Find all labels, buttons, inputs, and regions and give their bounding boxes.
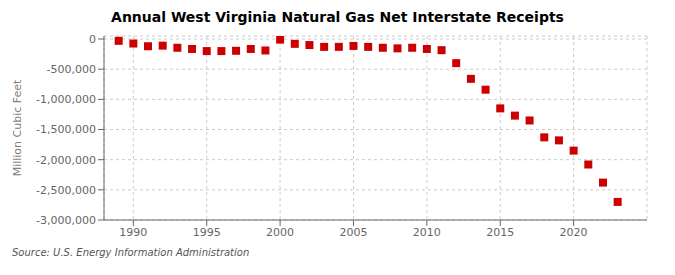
svg-text:-2,000,000: -2,000,000 — [36, 154, 96, 167]
svg-text:2020: 2020 — [560, 226, 588, 239]
svg-text:2015: 2015 — [486, 226, 514, 239]
svg-text:-3,000,000: -3,000,000 — [36, 214, 96, 227]
html-text:Annual West Virginia Natural G: Annual West Virginia Natural Gas Net Int… — [111, 9, 564, 25]
svg-text:1990: 1990 — [119, 226, 147, 239]
svg-text:-1,500,000: -1,500,000 — [36, 123, 96, 136]
svg-text:2005: 2005 — [339, 226, 367, 239]
svg-text:-2,500,000: -2,500,000 — [36, 184, 96, 197]
svg-text:0: 0 — [89, 33, 96, 46]
svg-text:-1,000,000: -1,000,000 — [36, 93, 96, 106]
svg-text:-500,000: -500,000 — [47, 63, 96, 76]
svg-text:2010: 2010 — [413, 226, 441, 239]
svg-text:2000: 2000 — [266, 226, 294, 239]
svg-text:1995: 1995 — [193, 226, 221, 239]
html-text:Source: U.S. Energy Informatio: Source: U.S. Energy Information Administ… — [12, 247, 250, 258]
svg-text:Million Cubic Feet: Million Cubic Feet — [11, 79, 24, 176]
